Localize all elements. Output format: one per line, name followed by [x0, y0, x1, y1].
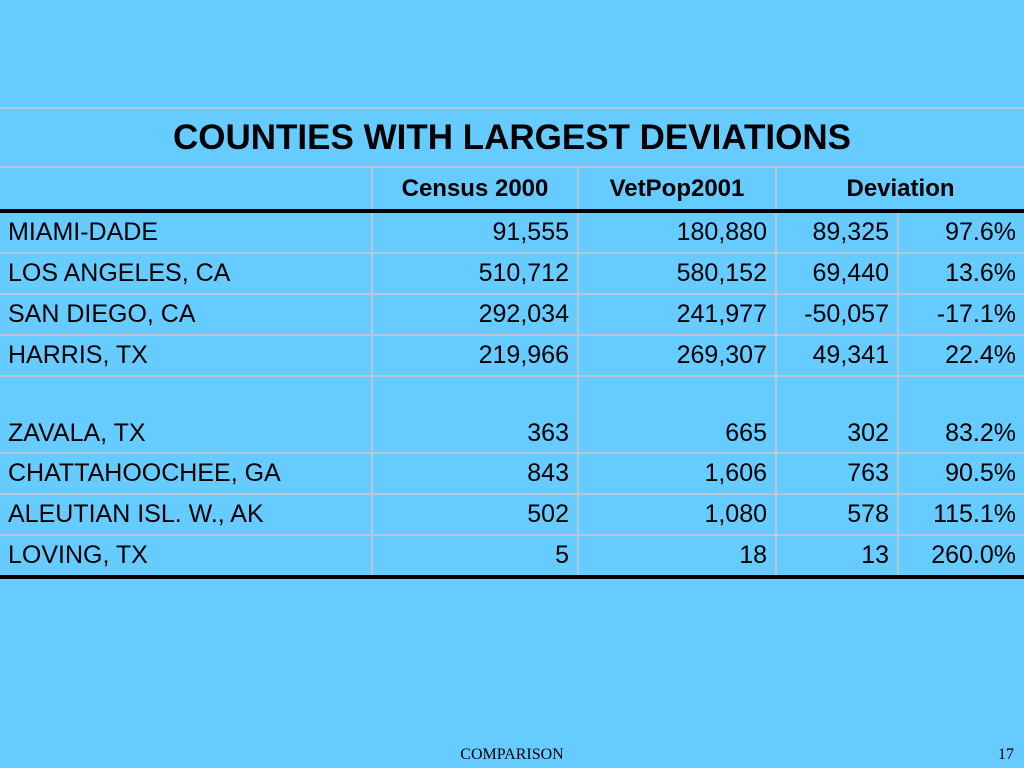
number-cell: 363 [371, 375, 579, 454]
table-row: CHATTAHOOCHEE, GA 843 1,606 763 90.5% [0, 452, 1024, 495]
county-cell: HARRIS, TX [0, 334, 373, 377]
title-row: COUNTIES WITH LARGEST DEVIATIONS [0, 107, 1024, 168]
header-row: Census 2000 VetPop2001 Deviation [0, 166, 1024, 213]
data-table: COUNTIES WITH LARGEST DEVIATIONS Census … [0, 107, 1024, 579]
number-cell: 580,152 [577, 252, 777, 295]
header-cell: Census 2000 [371, 166, 579, 213]
table-row: ALEUTIAN ISL. W., AK 502 1,080 578 115.1% [0, 493, 1024, 536]
county-cell: CHATTAHOOCHEE, GA [0, 452, 373, 495]
county-cell: LOS ANGELES, CA [0, 252, 373, 295]
table-row: HARRIS, TX 219,966 269,307 49,341 22.4% [0, 334, 1024, 377]
number-cell: 292,034 [371, 293, 579, 336]
number-cell: 241,977 [577, 293, 777, 336]
number-cell: 510,712 [371, 252, 579, 295]
header-cell [0, 166, 373, 213]
county-cell: ZAVALA, TX [0, 375, 373, 454]
number-cell: 22.4% [897, 334, 1024, 377]
number-cell: 260.0% [897, 534, 1024, 579]
table-row: LOVING, TX 5 18 13 260.0% [0, 534, 1024, 579]
footer-label: COMPARISON [460, 746, 564, 763]
table-title: COUNTIES WITH LARGEST DEVIATIONS [0, 107, 1024, 168]
county-cell: ALEUTIAN ISL. W., AK [0, 493, 373, 536]
number-cell: 843 [371, 452, 579, 495]
number-cell: -17.1% [897, 293, 1024, 336]
number-cell: 5 [371, 534, 579, 579]
number-cell: 1,606 [577, 452, 777, 495]
number-cell: 18 [577, 534, 777, 579]
number-cell: 115.1% [897, 493, 1024, 536]
county-cell: MIAMI-DADE [0, 210, 373, 254]
number-cell: 302 [775, 375, 899, 454]
header-cell: Deviation [775, 166, 1024, 213]
number-cell: 180,880 [577, 210, 777, 254]
number-cell: 89,325 [775, 210, 899, 254]
number-cell: 91,555 [371, 210, 579, 254]
number-cell: 219,966 [371, 334, 579, 377]
table-row: ZAVALA, TX 363 665 302 83.2% [0, 375, 1024, 454]
number-cell: -50,057 [775, 293, 899, 336]
number-cell: 49,341 [775, 334, 899, 377]
table-row: SAN DIEGO, CA 292,034 241,977 -50,057 -17.1% [0, 293, 1024, 336]
number-cell: 665 [577, 375, 777, 454]
number-cell: 97.6% [897, 210, 1024, 254]
header-cell: VetPop2001 [577, 166, 777, 213]
number-cell: 13 [775, 534, 899, 579]
table-row: MIAMI-DADE 91,555 180,880 89,325 97.6% [0, 210, 1024, 254]
number-cell: 69,440 [775, 252, 899, 295]
number-cell: 502 [371, 493, 579, 536]
number-cell: 763 [775, 452, 899, 495]
table-row: LOS ANGELES, CA 510,712 580,152 69,440 13.6% [0, 252, 1024, 295]
number-cell: 90.5% [897, 452, 1024, 495]
number-cell: 269,307 [577, 334, 777, 377]
county-cell: LOVING, TX [0, 534, 373, 579]
number-cell: 83.2% [897, 375, 1024, 454]
number-cell: 1,080 [577, 493, 777, 536]
table-body: COUNTIES WITH LARGEST DEVIATIONS Census … [0, 107, 1024, 579]
number-cell: 13.6% [897, 252, 1024, 295]
number-cell: 578 [775, 493, 899, 536]
page-number: 17 [998, 746, 1014, 763]
county-cell: SAN DIEGO, CA [0, 293, 373, 336]
